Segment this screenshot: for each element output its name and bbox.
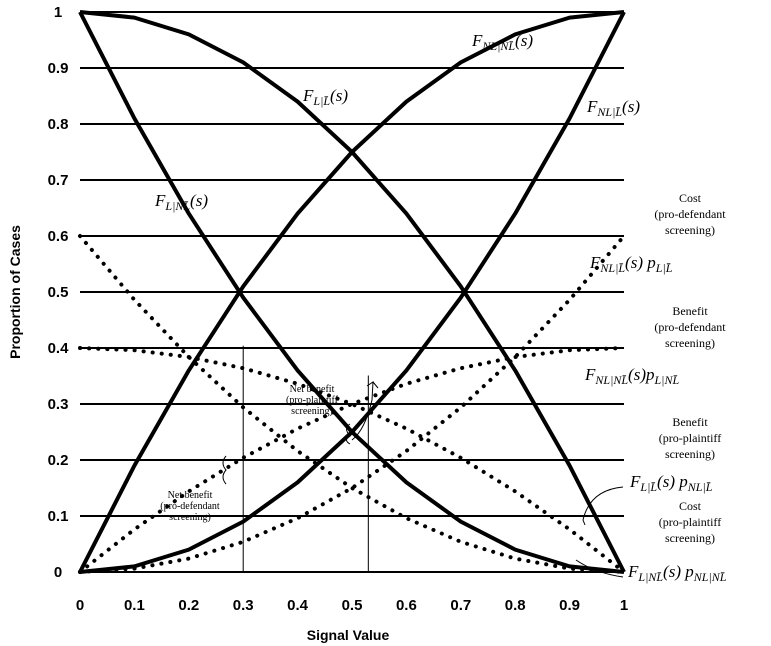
ann-cost-pl-line: Cost: [679, 499, 702, 513]
brace-pro-plaintiff: [346, 423, 351, 445]
ann-net-pl-line: Net benefit: [290, 384, 335, 395]
y-tick-label: 0: [54, 564, 62, 581]
y-tick-label: 0.5: [48, 284, 69, 301]
annotation-leaders: [222, 381, 624, 578]
ann-ben-pl-line: (pro-plaintiff: [659, 431, 721, 445]
ann-cost-def-line: (pro-defendant: [654, 207, 726, 221]
y-tick-labels: 0 0.1 0.2 0.3 0.4 0.5 0.6 0.7 0.8 0.9 1: [48, 4, 70, 581]
x-tick-label: 1: [620, 597, 628, 614]
series-line-dotted-6: [78, 346, 626, 574]
x-tick-label: 0.3: [233, 597, 254, 614]
ann-cost-pl-line: (pro-plaintiff: [659, 515, 721, 529]
label-f-l-nl: FL|NL̄(s): [154, 191, 208, 213]
brace-pro-defendant: [222, 455, 227, 485]
leader-cost-pro-plaintiff: [575, 559, 624, 578]
ann-ben-def-line: screening): [665, 336, 715, 350]
gridlines: [80, 11, 624, 573]
x-tick-label: 0.6: [396, 597, 417, 614]
y-tick-label: 0.4: [48, 340, 70, 357]
label-f-l-l: FL|L̄(s): [302, 86, 348, 108]
x-tick-label: 0: [76, 597, 84, 614]
y-axis-title: Proportion of Cases: [7, 225, 23, 359]
x-tick-label: 0.4: [287, 597, 309, 614]
x-tick-label: 0.1: [124, 597, 145, 614]
x-tick-label: 0.5: [342, 597, 363, 614]
y-tick-label: 0.8: [48, 116, 69, 133]
y-tick-label: 0.2: [48, 452, 69, 469]
annotation-benefit-pro-plaintiff: Benefit (pro-plaintiff screening): [659, 415, 721, 461]
x-tick-label: 0.9: [559, 597, 580, 614]
y-tick-label: 1: [54, 4, 62, 21]
series-line-solid-3: [79, 11, 626, 574]
y-tick-label: 0.1: [48, 508, 69, 525]
ann-ben-pl-line: Benefit: [672, 415, 708, 429]
x-tick-labels: 0 0.1 0.2 0.3 0.4 0.5 0.6 0.7 0.8 0.9 1: [76, 597, 628, 614]
label-benefit-pro-plaintiff-formula: FL|L̄(s) pNL|L̄: [629, 472, 713, 494]
y-tick-label: 0.6: [48, 228, 69, 245]
series-line-dotted-4: [78, 234, 626, 574]
solid-series: [78, 10, 626, 574]
ann-net-def-line: screening): [169, 512, 211, 523]
label-f-nl-nl: FNL|NL̄(s): [471, 31, 533, 53]
dotted-series: [78, 234, 626, 574]
label-cost-pro-defendant-formula: FNL|L̄(s) pL|L̄: [589, 253, 673, 275]
y-tick-label: 0.9: [48, 60, 69, 77]
x-tick-label: 0.8: [505, 597, 526, 614]
series-line-dotted-7: [78, 234, 626, 574]
ann-ben-pl-line: screening): [665, 447, 715, 461]
leader-benefit-pro-plaintiff: [582, 486, 624, 526]
ann-ben-def-line: Benefit: [672, 304, 708, 318]
y-tick-label: 0.3: [48, 396, 69, 413]
y-tick-label: 0.7: [48, 172, 69, 189]
ann-net-pl-line: (pro-plaintiff: [286, 395, 339, 406]
label-benefit-pro-defendant-formula: FNL|NL̄(s)pL|NL̄: [584, 365, 679, 387]
x-tick-label: 0.2: [178, 597, 199, 614]
annotation-cost-pro-plaintiff: Cost (pro-plaintiff screening): [659, 499, 721, 545]
annotation-cost-pro-defendant: Cost (pro-defendant screening): [654, 191, 726, 237]
ann-net-def-line: Net benefit: [168, 490, 213, 501]
series-line-solid-2: [78, 10, 625, 573]
ann-net-pl-line: screening): [291, 406, 333, 417]
series-line-dotted-5: [78, 346, 626, 574]
label-cost-pro-plaintiff-formula: FL|NL̄(s) pNL|NL̄: [627, 562, 727, 584]
ann-net-def-line: (pro-defendant: [160, 501, 220, 512]
ann-cost-pl-line: screening): [665, 531, 715, 545]
ann-cost-def-line: Cost: [679, 191, 702, 205]
leader-pro-plaintiff: [351, 381, 379, 441]
x-axis-title: Signal Value: [307, 627, 390, 643]
label-f-nl-l: FNL|L̄(s): [586, 97, 640, 119]
ann-ben-def-line: (pro-defendant: [654, 320, 726, 334]
x-tick-label: 0.7: [450, 597, 471, 614]
ann-cost-def-line: screening): [665, 223, 715, 237]
annotation-benefit-pro-defendant: Benefit (pro-defendant screening): [654, 304, 726, 350]
